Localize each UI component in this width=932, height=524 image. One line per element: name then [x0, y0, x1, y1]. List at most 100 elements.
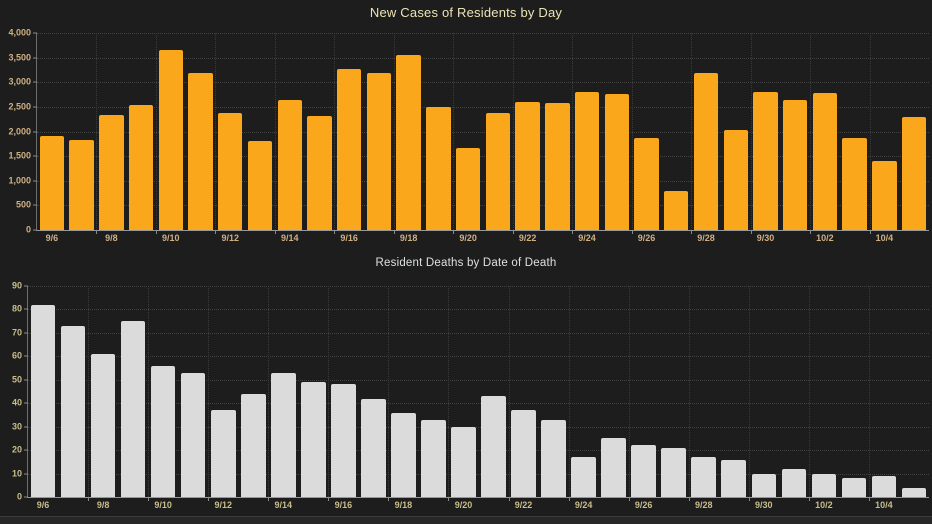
- new-cases-bar[interactable]: [872, 161, 897, 230]
- new-cases-bar[interactable]: [277, 99, 302, 230]
- resident-deaths-bar[interactable]: [661, 447, 687, 497]
- gridline-vertical: [328, 286, 330, 497]
- new-cases-bar[interactable]: [693, 72, 719, 230]
- x-axis-tick: [869, 230, 871, 234]
- resident-deaths-bar[interactable]: [721, 459, 747, 497]
- y-axis-tick: [24, 426, 28, 428]
- resident-deaths-bar[interactable]: [30, 304, 56, 497]
- new-cases-bar[interactable]: [39, 136, 65, 230]
- resident-deaths-bar[interactable]: [240, 393, 266, 497]
- gridline-horizontal: [28, 473, 929, 475]
- new-cases-bar[interactable]: [128, 105, 154, 230]
- x-tick-label: 9/12: [221, 233, 240, 243]
- resident-deaths-bar[interactable]: [691, 457, 717, 497]
- resident-deaths-bar[interactable]: [781, 468, 807, 497]
- resident-deaths-bar[interactable]: [541, 419, 566, 497]
- x-tick-label: 9/28: [694, 500, 713, 510]
- x-axis-tick: [208, 497, 210, 501]
- resident-deaths-bar[interactable]: [511, 410, 536, 497]
- x-tick-label: 9/10: [162, 233, 180, 243]
- gridline-horizontal: [37, 180, 929, 182]
- new-cases-bar[interactable]: [396, 54, 421, 230]
- x-axis-tick: [810, 230, 812, 234]
- resident-deaths-bar[interactable]: [901, 487, 927, 497]
- x-axis-tick: [568, 497, 570, 501]
- resident-deaths-bar[interactable]: [270, 372, 296, 497]
- y-tick-label: 20: [11, 444, 22, 455]
- gridline-horizontal: [37, 106, 929, 108]
- new-cases-bar[interactable]: [842, 137, 867, 230]
- resident-deaths-bar[interactable]: [331, 384, 356, 497]
- resident-deaths-bar[interactable]: [601, 438, 626, 497]
- y-tick-label: 30: [11, 421, 22, 432]
- x-tick-label: 9/22: [514, 500, 533, 510]
- new-cases-bar[interactable]: [753, 92, 778, 230]
- new-cases-bar[interactable]: [99, 115, 124, 230]
- y-tick-label: 0: [25, 224, 31, 235]
- y-tick-label: 10: [11, 468, 22, 479]
- new-cases-bar[interactable]: [485, 112, 511, 230]
- resident-deaths-bar[interactable]: [391, 412, 416, 497]
- resident-deaths-bar[interactable]: [301, 382, 326, 497]
- resident-deaths-bar[interactable]: [451, 426, 476, 497]
- resident-deaths-bar[interactable]: [841, 478, 867, 497]
- new-cases-bar[interactable]: [218, 112, 243, 230]
- x-axis-tick: [868, 497, 870, 501]
- resident-deaths-bar[interactable]: [120, 321, 146, 497]
- resident-deaths-bar[interactable]: [180, 372, 206, 497]
- x-tick-label: 9/20: [459, 233, 477, 243]
- new-cases-bar[interactable]: [366, 72, 392, 230]
- new-cases-bar[interactable]: [247, 141, 273, 230]
- new-cases-bar[interactable]: [455, 148, 481, 230]
- new-cases-bar[interactable]: [812, 92, 838, 230]
- y-axis-tick: [33, 155, 37, 157]
- resident-deaths-bar[interactable]: [361, 398, 386, 497]
- gridline-vertical: [393, 33, 395, 230]
- new-cases-bar[interactable]: [723, 129, 748, 230]
- y-axis-tick: [24, 473, 28, 475]
- new-cases-bar[interactable]: [307, 115, 332, 230]
- new-cases-bar[interactable]: [426, 107, 451, 230]
- new-cases-bar[interactable]: [337, 68, 362, 230]
- resident-deaths-bar[interactable]: [60, 325, 86, 497]
- new-cases-bar[interactable]: [901, 117, 927, 230]
- gridline-vertical: [628, 286, 630, 497]
- new-cases-bar[interactable]: [783, 99, 808, 230]
- resident-deaths-bar[interactable]: [421, 419, 446, 497]
- x-axis-tick: [750, 230, 752, 234]
- resident-deaths-bar[interactable]: [150, 365, 176, 497]
- y-tick-label: 1,500: [8, 150, 31, 161]
- new-cases-bar[interactable]: [158, 50, 183, 230]
- x-tick-label: 9/18: [399, 233, 418, 243]
- gridline-vertical: [868, 286, 870, 497]
- new-cases-bar[interactable]: [515, 101, 540, 230]
- x-axis-tick: [148, 497, 150, 501]
- new-cases-bar[interactable]: [69, 140, 94, 230]
- resident-deaths-bar[interactable]: [210, 410, 236, 497]
- x-tick-label: 10/2: [815, 500, 833, 510]
- gridline-vertical: [388, 286, 390, 497]
- resident-deaths-bar[interactable]: [871, 475, 897, 497]
- resident-deaths-bar[interactable]: [571, 457, 596, 497]
- resident-deaths-bar[interactable]: [631, 445, 656, 497]
- new-cases-bar[interactable]: [604, 93, 629, 230]
- x-tick-label: 9/28: [697, 233, 715, 243]
- x-tick-label: 9/26: [637, 233, 656, 243]
- y-axis-tick: [33, 81, 37, 83]
- new-cases-bar[interactable]: [634, 138, 659, 230]
- y-axis-tick: [33, 106, 37, 108]
- resident-deaths-bar[interactable]: [751, 473, 777, 497]
- new-cases-bar[interactable]: [545, 102, 570, 230]
- resident-deaths-chart-title: Resident Deaths by Date of Death: [375, 257, 557, 269]
- x-axis-tick: [572, 230, 574, 234]
- new-cases-bar[interactable]: [188, 73, 213, 230]
- resident-deaths-bar[interactable]: [481, 396, 506, 497]
- resident-deaths-bar[interactable]: [90, 354, 116, 497]
- y-axis-tick: [24, 285, 28, 287]
- gridline-horizontal: [28, 309, 929, 311]
- resident-deaths-bar[interactable]: [811, 473, 837, 497]
- x-tick-label: 9/22: [518, 233, 537, 243]
- new-cases-bar[interactable]: [664, 190, 689, 230]
- new-cases-bar[interactable]: [574, 92, 600, 230]
